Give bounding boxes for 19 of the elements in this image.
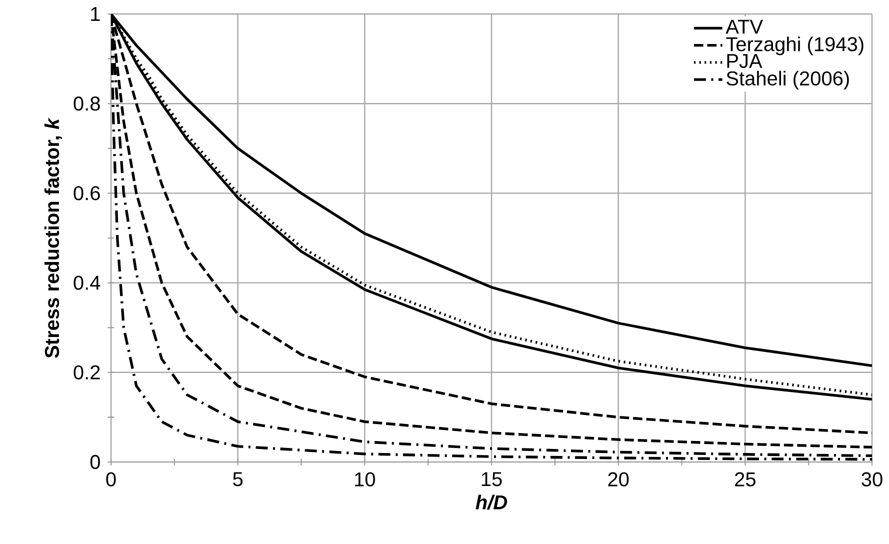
y-tick-label: 0.2 (74, 365, 100, 380)
y-axis-title: Stress reduction factor, k (44, 118, 62, 358)
x-axis-title: h/D (476, 494, 508, 510)
legend-label: ATV (726, 20, 763, 34)
legend-label: Terzaghi (1943) (726, 36, 864, 56)
legend-label: PJA (727, 54, 762, 68)
y-tick-label: 0 (90, 454, 100, 470)
y-tick-label: 1 (91, 7, 100, 21)
y-tick-label: 0.8 (74, 96, 100, 111)
x-tick-label: 15 (482, 472, 502, 486)
x-tick-label: 5 (233, 472, 243, 486)
y-tick-label: 0.4 (74, 276, 100, 290)
x-tick-label: 0 (106, 472, 116, 486)
x-tick-label: 20 (608, 472, 629, 486)
legend-label: Staheli (2006) (726, 70, 849, 90)
y-tick-label: 0.6 (74, 186, 100, 200)
x-tick-label: 10 (355, 472, 375, 486)
x-tick-label: 30 (862, 472, 882, 486)
x-tick-label: 25 (735, 472, 756, 486)
